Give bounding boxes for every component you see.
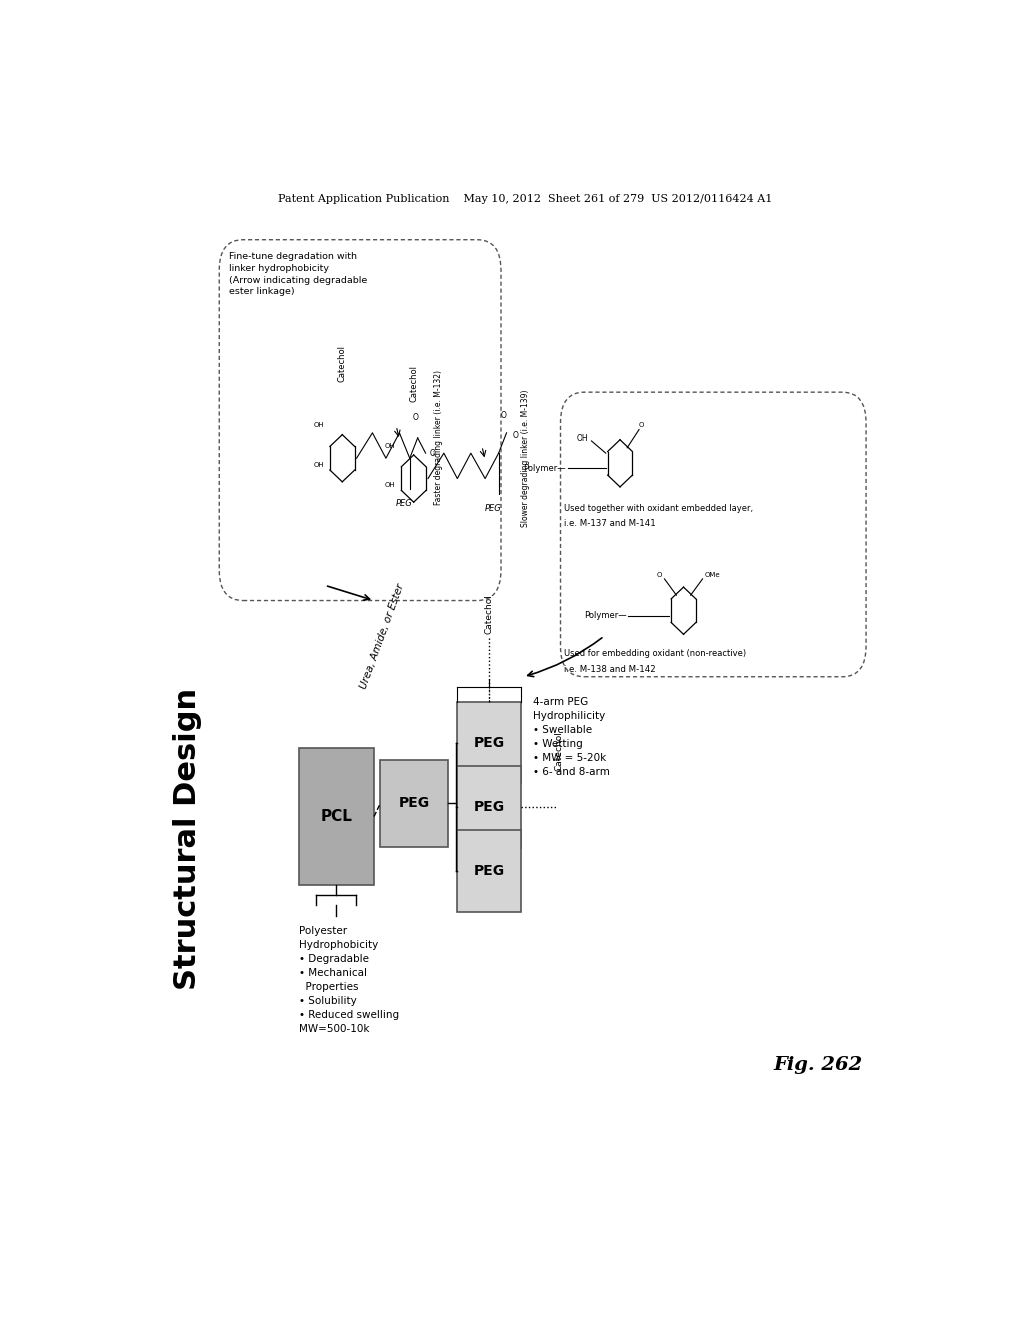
- Text: PEG: PEG: [396, 499, 413, 508]
- Text: PEG: PEG: [473, 735, 505, 750]
- FancyBboxPatch shape: [458, 702, 521, 784]
- Text: i.e. M-138 and M-142: i.e. M-138 and M-142: [564, 664, 656, 673]
- Text: OH: OH: [385, 482, 395, 488]
- Text: Structural Design: Structural Design: [173, 688, 202, 990]
- Text: PEG: PEG: [473, 800, 505, 814]
- Text: OH: OH: [313, 462, 324, 467]
- Text: Catechol: Catechol: [484, 594, 494, 634]
- FancyBboxPatch shape: [299, 748, 374, 886]
- Text: Polymer—: Polymer—: [523, 463, 566, 473]
- FancyBboxPatch shape: [458, 766, 521, 847]
- Text: O: O: [656, 572, 663, 578]
- Text: PEG: PEG: [398, 796, 430, 810]
- Text: OMe: OMe: [705, 572, 721, 578]
- Text: Catechol: Catechol: [410, 366, 418, 403]
- Text: Slower degrading linker (i.e. M-139): Slower degrading linker (i.e. M-139): [521, 389, 529, 527]
- Text: PEG: PEG: [484, 504, 502, 513]
- Text: PEG: PEG: [473, 863, 505, 878]
- FancyBboxPatch shape: [458, 830, 521, 912]
- Text: OH: OH: [385, 442, 395, 449]
- Text: 4-arm PEG
Hydrophilicity
• Swellable
• Wetting
• MW = 5-20k
• 6- and 8-arm: 4-arm PEG Hydrophilicity • Swellable • W…: [532, 697, 609, 777]
- Text: Polyester
Hydrophobicity
• Degradable
• Mechanical
  Properties
• Solubility
• R: Polyester Hydrophobicity • Degradable • …: [299, 925, 398, 1034]
- Text: i.e. M-137 and M-141: i.e. M-137 and M-141: [564, 519, 656, 528]
- Text: Fine-tune degradation with
linker hydrophobicity
(Arrow indicating degradable
es: Fine-tune degradation with linker hydrop…: [228, 252, 367, 296]
- Text: PCL: PCL: [321, 809, 352, 824]
- Text: Used for embedding oxidant (non-reactive): Used for embedding oxidant (non-reactive…: [564, 649, 746, 659]
- FancyBboxPatch shape: [380, 760, 447, 846]
- Text: Urea, Amide, or Ester: Urea, Amide, or Ester: [358, 582, 406, 690]
- Text: OH: OH: [577, 434, 588, 444]
- Text: Faster degrading linker (i.e. M-132): Faster degrading linker (i.e. M-132): [434, 371, 443, 506]
- Text: Catechol: Catechol: [554, 731, 563, 771]
- Text: O: O: [513, 432, 519, 441]
- Text: Used together with oxidant embedded layer,: Used together with oxidant embedded laye…: [564, 504, 754, 513]
- Text: OH: OH: [313, 422, 324, 429]
- Text: O: O: [430, 449, 435, 458]
- Text: Fig. 262: Fig. 262: [774, 1056, 863, 1074]
- Text: O: O: [639, 422, 644, 429]
- Text: Catechol: Catechol: [338, 345, 347, 381]
- Text: Polymer—: Polymer—: [584, 611, 627, 620]
- Text: O: O: [501, 411, 506, 420]
- Text: Patent Application Publication    May 10, 2012  Sheet 261 of 279  US 2012/011642: Patent Application Publication May 10, 2…: [278, 194, 772, 205]
- Text: O: O: [413, 413, 418, 421]
